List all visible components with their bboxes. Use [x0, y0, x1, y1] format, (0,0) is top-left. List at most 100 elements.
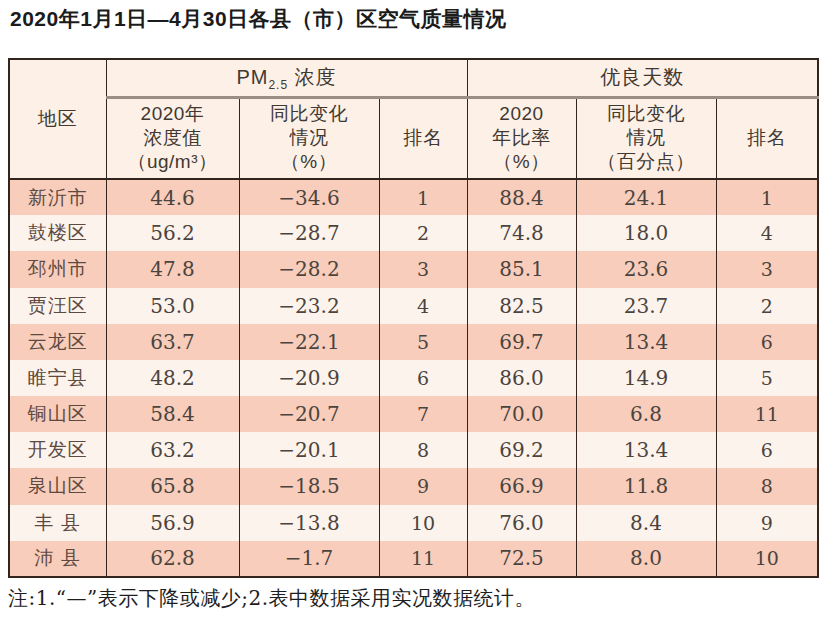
table-row: 睢宁县 48.2 −20.9 6 86.0 14.9 5	[9, 360, 818, 396]
days-change-cell: 6.8	[576, 396, 716, 432]
page: 2020年1月1日—4月30日各县（市）区空气质量情况 地区 PM2.5 浓度 …	[0, 0, 825, 620]
days-ratio-cell: 70.0	[467, 396, 576, 432]
pm-value-cell: 56.2	[106, 215, 239, 251]
pm-change-cell: −22.1	[239, 324, 379, 360]
days-ratio-cell: 66.9	[467, 468, 576, 504]
header-pm-change: 同比变化 情况 （%）	[239, 97, 379, 179]
header-days-rank: 排名	[716, 97, 818, 179]
header-pm-value: 2020年 浓度值 （ug/m³）	[106, 97, 239, 179]
header-line: （ug/m³）	[107, 150, 239, 174]
header-line: （%）	[240, 150, 379, 174]
pm-rank-cell: 9	[379, 468, 467, 504]
region-cell: 丰 县	[9, 505, 106, 541]
group-header-row: 地区 PM2.5 浓度 优良天数	[9, 59, 818, 97]
header-line: 同比变化	[577, 102, 716, 126]
region-cell: 鼓楼区	[9, 215, 106, 251]
days-ratio-cell: 72.5	[467, 541, 576, 577]
pm-change-cell: −1.7	[239, 541, 379, 577]
header-line: 情况	[577, 126, 716, 150]
header-region: 地区	[9, 59, 106, 179]
pm-value-cell: 53.0	[106, 288, 239, 324]
pm-change-cell: −18.5	[239, 468, 379, 504]
header-line: 2020	[468, 102, 576, 126]
days-change-cell: 13.4	[576, 324, 716, 360]
pm-value-cell: 47.8	[106, 251, 239, 287]
pm-value-cell: 63.7	[106, 324, 239, 360]
pm-value-cell: 62.8	[106, 541, 239, 577]
pm-rank-cell: 6	[379, 360, 467, 396]
days-rank-cell: 1	[716, 179, 818, 215]
pm-suffix: 浓度	[288, 66, 337, 88]
region-cell: 沛 县	[9, 541, 106, 577]
page-title: 2020年1月1日—4月30日各县（市）区空气质量情况	[10, 5, 507, 33]
pm-rank-cell: 5	[379, 324, 467, 360]
days-ratio-cell: 85.1	[467, 251, 576, 287]
header-line: 浓度值	[107, 126, 239, 150]
header-days-change: 同比变化 情况 （百分点）	[576, 97, 716, 179]
table-row: 丰 县 56.9 −13.8 10 76.0 8.4 9	[9, 505, 818, 541]
pm-value-cell: 65.8	[106, 468, 239, 504]
days-rank-cell: 4	[716, 215, 818, 251]
days-change-cell: 8.0	[576, 541, 716, 577]
pm-value-cell: 63.2	[106, 432, 239, 468]
pm-value-cell: 58.4	[106, 396, 239, 432]
table-body: 新沂市 44.6 −34.6 1 88.4 24.1 1 鼓楼区 56.2 −2…	[9, 179, 818, 577]
pm-change-cell: −28.7	[239, 215, 379, 251]
pm-change-cell: −28.2	[239, 251, 379, 287]
region-cell: 开发区	[9, 432, 106, 468]
days-change-cell: 14.9	[576, 360, 716, 396]
days-rank-cell: 6	[716, 324, 818, 360]
days-change-cell: 18.0	[576, 215, 716, 251]
header-days-group: 优良天数	[467, 59, 818, 97]
region-cell: 贾汪区	[9, 288, 106, 324]
table-row: 泉山区 65.8 −18.5 9 66.9 11.8 8	[9, 468, 818, 504]
pm-rank-cell: 3	[379, 251, 467, 287]
pm-rank-cell: 10	[379, 505, 467, 541]
days-change-cell: 13.4	[576, 432, 716, 468]
table-row: 云龙区 63.7 −22.1 5 69.7 13.4 6	[9, 324, 818, 360]
table-header: 地区 PM2.5 浓度 优良天数 2020年 浓度值 （ug/m³） 同比变化 …	[9, 59, 818, 179]
pm-change-cell: −23.2	[239, 288, 379, 324]
days-rank-cell: 3	[716, 251, 818, 287]
sub-header-row: 2020年 浓度值 （ug/m³） 同比变化 情况 （%） 排名 2020 年比…	[9, 97, 818, 179]
region-cell: 邳州市	[9, 251, 106, 287]
days-change-cell: 11.8	[576, 468, 716, 504]
header-line: 年比率	[468, 126, 576, 150]
table-row: 邳州市 47.8 −28.2 3 85.1 23.6 3	[9, 251, 818, 287]
header-line: （%）	[468, 150, 576, 174]
days-ratio-cell: 69.7	[467, 324, 576, 360]
pm-rank-cell: 11	[379, 541, 467, 577]
region-cell: 新沂市	[9, 179, 106, 215]
days-ratio-cell: 82.5	[467, 288, 576, 324]
footnote: 注:1.“—”表示下降或减少;2.表中数据采用实况数据统计。	[8, 585, 535, 612]
table-row: 沛 县 62.8 −1.7 11 72.5 8.0 10	[9, 541, 818, 577]
days-rank-cell: 2	[716, 288, 818, 324]
pm-rank-cell: 1	[379, 179, 467, 215]
pm-rank-cell: 4	[379, 288, 467, 324]
table-row: 贾汪区 53.0 −23.2 4 82.5 23.7 2	[9, 288, 818, 324]
pm-value-cell: 44.6	[106, 179, 239, 215]
days-ratio-cell: 76.0	[467, 505, 576, 541]
header-pm-rank: 排名	[379, 97, 467, 179]
header-line: 同比变化	[240, 102, 379, 126]
air-quality-table: 地区 PM2.5 浓度 优良天数 2020年 浓度值 （ug/m³） 同比变化 …	[8, 58, 819, 578]
header-pm-group: PM2.5 浓度	[106, 59, 467, 97]
days-change-cell: 24.1	[576, 179, 716, 215]
header-line: 2020年	[107, 102, 239, 126]
days-rank-cell: 9	[716, 505, 818, 541]
pm-change-cell: −20.9	[239, 360, 379, 396]
days-ratio-cell: 69.2	[467, 432, 576, 468]
days-rank-cell: 5	[716, 360, 818, 396]
table-row: 鼓楼区 56.2 −28.7 2 74.8 18.0 4	[9, 215, 818, 251]
pm-value-cell: 48.2	[106, 360, 239, 396]
pm-prefix: PM	[236, 66, 268, 88]
region-cell: 睢宁县	[9, 360, 106, 396]
days-ratio-cell: 86.0	[467, 360, 576, 396]
days-rank-cell: 6	[716, 432, 818, 468]
days-rank-cell: 11	[716, 396, 818, 432]
pm-change-cell: −13.8	[239, 505, 379, 541]
pm-rank-cell: 8	[379, 432, 467, 468]
header-line: （百分点）	[577, 150, 716, 174]
table-row: 开发区 63.2 −20.1 8 69.2 13.4 6	[9, 432, 818, 468]
days-rank-cell: 8	[716, 468, 818, 504]
